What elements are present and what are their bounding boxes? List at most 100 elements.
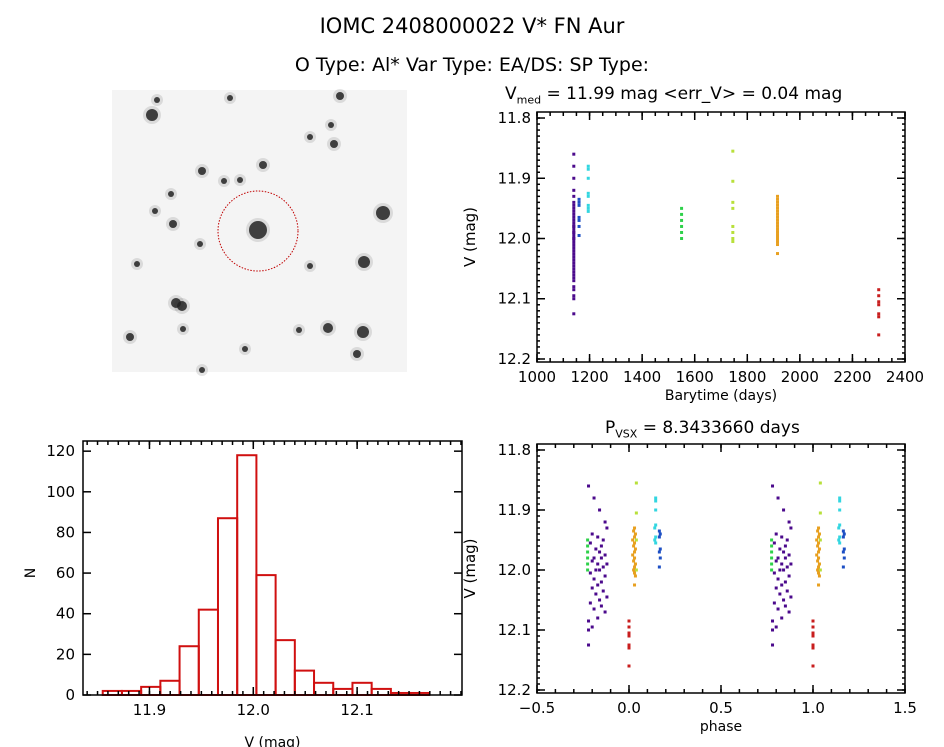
star [296,327,302,333]
data-point [572,203,576,207]
data-point [633,547,637,551]
data-point [841,565,845,569]
data-point [817,535,821,539]
x-tick-label: 1600 [676,368,714,386]
data-point [776,209,780,213]
data-point [634,511,638,515]
data-point [815,538,819,542]
x-tick-label: 0.5 [709,699,733,717]
star [197,241,203,247]
data-point [596,562,600,566]
data-point [658,556,662,560]
data-point [594,547,598,551]
data-point [586,550,590,554]
data-point [577,215,581,219]
histogram-bar [351,681,373,696]
data-point [776,194,780,198]
data-point [658,532,662,536]
data-point [627,646,631,650]
data-point [771,619,775,623]
data-point [731,149,735,153]
histogram-bar [274,639,296,696]
data-point [658,547,662,551]
data-point [731,179,735,183]
data-point [818,568,822,572]
x-tick-label: 2200 [833,368,871,386]
star [242,346,248,352]
data-point [811,646,815,650]
data-point [877,288,881,292]
data-point [572,224,576,228]
y-tick-label: 100 [46,483,75,501]
star [357,326,369,338]
data-point [572,276,576,280]
star [237,177,243,183]
x-tick-label: 2400 [886,368,924,386]
data-point [731,224,735,228]
data-point [572,288,576,292]
data-point [782,508,786,512]
data-point [598,550,602,554]
data-point [838,523,842,527]
data-point [654,541,658,545]
data-point [680,237,684,241]
data-point [572,164,576,168]
data-point [776,237,780,241]
data-point [772,541,776,545]
x-tick-label: 1000 [518,368,556,386]
data-point [633,556,637,560]
data-point [586,203,590,207]
lightcurve-plot-frame [536,111,906,363]
data-point [818,511,822,515]
x-tick-label: 0.0 [617,699,641,717]
data-point [782,568,786,572]
x-tick-label: −0.5 [519,699,555,717]
data-point [783,556,787,560]
y-tick-label: 40 [56,605,75,623]
star [221,178,227,184]
target-circle [217,190,299,272]
data-point [603,520,607,524]
data-point [770,568,774,572]
data-point [603,574,607,578]
title-rest: = 11.99 mag <err_V> = 0.04 mag [541,84,843,104]
data-point [599,580,603,584]
data-point [780,562,784,566]
y-tick-label: 120 [46,442,75,460]
data-point [572,215,576,219]
x-tick-label: 12.0 [237,701,270,719]
data-point [577,203,581,207]
finder-chart [112,89,407,376]
x-tick-label: 11.9 [133,701,166,719]
data-point [783,544,787,548]
data-point [789,562,793,566]
data-point [654,499,658,503]
y-tick-label: 12.1 [498,621,531,639]
data-point [590,625,594,629]
data-point [771,643,775,647]
data-point [657,565,661,569]
data-point [838,535,842,539]
star [134,261,140,267]
x-tick-label: 1.0 [801,699,825,717]
x-tick-label: 2000 [781,368,819,386]
data-point [776,496,780,500]
histogram-bar [293,669,316,697]
data-point [627,664,631,668]
data-point [838,508,842,512]
data-point [627,625,631,629]
star [376,206,390,220]
data-point [605,595,609,599]
data-point [603,610,607,614]
y-tick-label: 12.0 [498,230,531,248]
data-point [770,562,774,566]
x-tick-label: 12.1 [340,701,373,719]
data-point [817,565,821,569]
data-point [601,565,605,569]
data-point [731,230,735,234]
data-point [776,230,780,234]
data-point [776,240,780,244]
data-point [572,258,576,262]
data-point [586,167,590,171]
data-point [654,523,658,527]
